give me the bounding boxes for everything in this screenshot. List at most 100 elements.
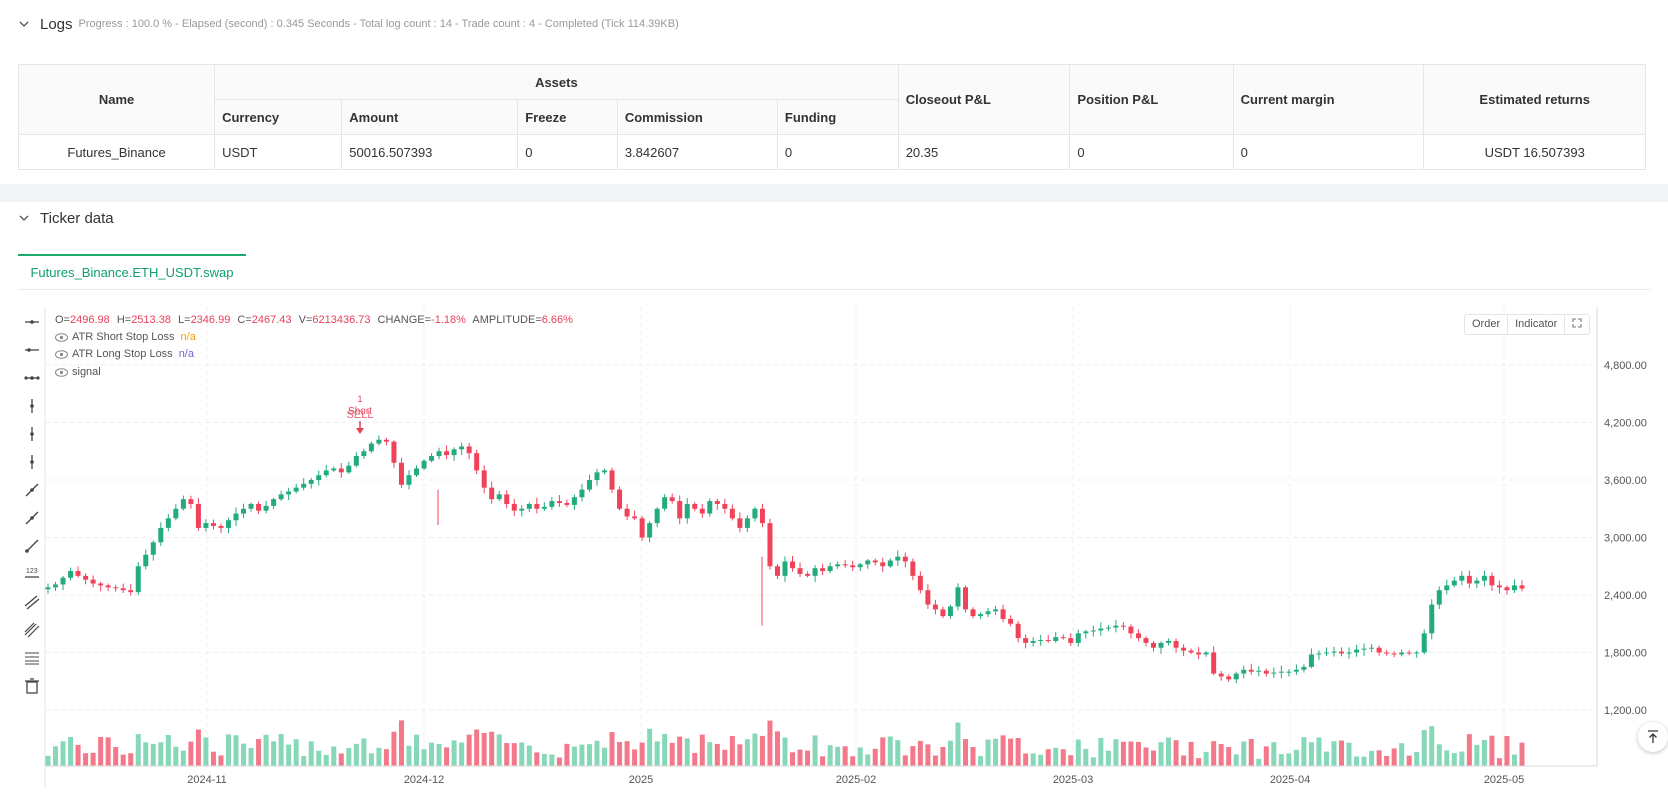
candle-body [451, 449, 457, 456]
candle-body [98, 583, 104, 586]
trend-ray-icon[interactable] [22, 508, 42, 528]
volume-bar [1436, 744, 1442, 766]
candle-body [1068, 638, 1074, 643]
tab-eth-usdt-swap[interactable]: Futures_Binance.ETH_USDT.swap [18, 254, 246, 288]
header-estimated-returns: Estimated returns [1423, 64, 1646, 135]
legend-label: signal [72, 366, 101, 378]
candle-body [338, 468, 344, 473]
y-tick-label: 2,400.00 [1604, 590, 1647, 602]
extended-line-icon[interactable] [22, 536, 42, 556]
vertical-line-icon[interactable] [22, 396, 42, 416]
horizontal-ray-icon[interactable] [22, 340, 42, 360]
legend-atr-long[interactable]: ATR Long Stop Loss n/a [55, 348, 194, 360]
volume-bar [1511, 754, 1517, 766]
ohlc-h-label: H= [116, 314, 132, 326]
volume-bar [1406, 755, 1412, 766]
eye-icon[interactable] [55, 349, 68, 359]
volume-bar [278, 734, 284, 766]
eye-icon[interactable] [55, 367, 68, 377]
candle-body [744, 518, 750, 528]
legend-atr-short[interactable]: ATR Short Stop Loss n/a [55, 331, 196, 343]
candle-body [955, 587, 961, 607]
cursor-line-icon[interactable] [22, 312, 42, 332]
volume-bar [677, 736, 683, 766]
volume-bar [835, 746, 841, 766]
legend-label: ATR Long Stop Loss [72, 348, 173, 360]
fib-retracement-icon[interactable] [22, 648, 42, 668]
candle-body [391, 441, 397, 463]
horizontal-line-icon[interactable] [22, 368, 42, 388]
chevron-down-icon[interactable] [18, 212, 30, 224]
candle-body [865, 560, 871, 565]
candle-body [1233, 673, 1239, 680]
ohlc-v-label: V= [298, 314, 313, 326]
candle-body [1135, 633, 1141, 639]
volume-bar [895, 740, 901, 766]
chevron-down-icon[interactable] [18, 18, 30, 30]
volume-bar [827, 745, 833, 766]
candle-body [1399, 652, 1405, 655]
volume-bar [271, 741, 277, 766]
volume-bar [128, 753, 134, 766]
candle-body [677, 501, 683, 519]
candle-body [1421, 633, 1427, 653]
volume-bar [684, 738, 690, 766]
order-button[interactable]: Order [1465, 315, 1509, 334]
candle-body [1466, 575, 1472, 584]
volume-bar [850, 756, 856, 766]
candle-body [1060, 637, 1066, 639]
candle-body [68, 571, 74, 578]
volume-bar [286, 744, 292, 766]
candle-body [1226, 676, 1232, 680]
volume-bar [1474, 744, 1480, 766]
candle-body [857, 564, 863, 568]
candle-body [1519, 585, 1525, 589]
ticker-header[interactable]: Ticker data [18, 208, 114, 228]
fullscreen-button[interactable] [1565, 315, 1589, 334]
cell-freeze: 0 [517, 134, 618, 170]
eye-icon[interactable] [55, 332, 68, 342]
trash-icon[interactable] [22, 676, 42, 696]
candle-body [143, 554, 149, 567]
candle-body [880, 562, 886, 567]
vertical-segment-icon[interactable] [22, 452, 42, 472]
pitchfork-icon[interactable] [22, 620, 42, 640]
price-label-icon[interactable]: 123 [22, 564, 42, 584]
volume-bar [233, 735, 239, 766]
candle-body [632, 516, 638, 519]
candle-body [978, 614, 984, 617]
indicator-button[interactable]: Indicator [1508, 315, 1566, 334]
volume-bar [1158, 742, 1164, 766]
candle-body [1504, 587, 1510, 591]
logs-header[interactable]: Logs Progress : 100.0 % - Elapsed (secon… [18, 14, 679, 34]
candle-body [414, 468, 419, 476]
legend-signal[interactable]: signal [55, 366, 101, 378]
candle-body [474, 453, 480, 471]
candle-body [188, 499, 194, 504]
parallel-channel-icon[interactable] [22, 592, 42, 612]
candle-body [820, 568, 826, 572]
candle-body [511, 503, 517, 511]
volume-bar [173, 746, 179, 766]
volume-bar [1361, 756, 1367, 766]
trend-line-icon[interactable] [22, 480, 42, 500]
header-commission: Commission [616, 99, 778, 135]
candle-body [609, 470, 615, 490]
cell-estimated-returns: USDT 16.507393 [1423, 134, 1646, 170]
volume-bar [993, 738, 999, 766]
volume-bar [624, 741, 630, 766]
volume-bar [474, 729, 480, 766]
volume-bar [1083, 748, 1089, 766]
volume-bar [932, 755, 938, 766]
volume-bar [782, 737, 788, 766]
y-tick-label: 3,000.00 [1604, 533, 1647, 545]
volume-bar [1354, 756, 1360, 766]
vertical-ray-icon[interactable] [22, 424, 42, 444]
candle-body [797, 568, 803, 574]
volume-bar [1459, 751, 1465, 766]
back-to-top-button[interactable] [1638, 722, 1668, 752]
candle-body [368, 443, 374, 452]
candle-body [105, 585, 111, 588]
